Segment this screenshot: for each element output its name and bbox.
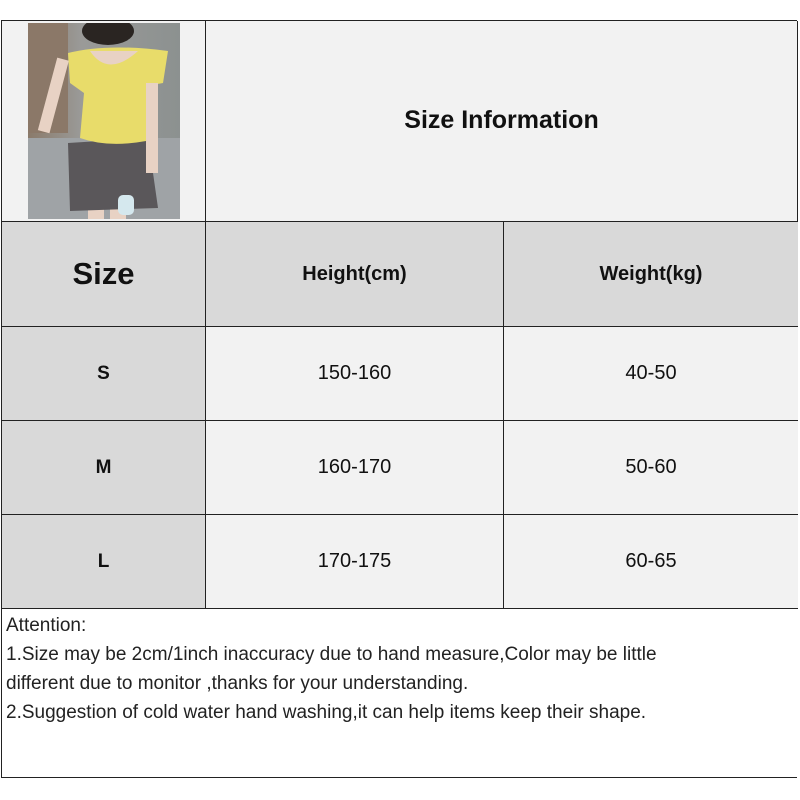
product-photo [28, 23, 180, 219]
size-cell: S [2, 327, 206, 421]
weight-cell: 60-65 [504, 515, 798, 609]
attention-notes: Attention: 1.Size may be 2cm/1inch inacc… [2, 609, 798, 777]
height-cell: 170-175 [206, 515, 504, 609]
column-header-weight: Weight(kg) [504, 222, 798, 327]
column-header-height: Height(cm) [206, 222, 504, 327]
height-cell: 160-170 [206, 421, 504, 515]
size-chart-table: Size Information Size Height(cm) Weight(… [1, 20, 798, 778]
size-cell: L [2, 515, 206, 609]
model-image [28, 23, 180, 219]
weight-cell: 40-50 [504, 327, 798, 421]
product-photo-cell [2, 21, 206, 222]
notes-line: 1.Size may be 2cm/1inch inaccuracy due t… [6, 644, 657, 665]
notes-line: 2.Suggestion of cold water hand washing,… [6, 702, 647, 723]
weight-cell: 50-60 [504, 421, 798, 515]
size-cell: M [2, 421, 206, 515]
height-cell: 150-160 [206, 327, 504, 421]
page-title: Size Information [206, 21, 798, 222]
notes-line: different due to monitor ,thanks for you… [6, 673, 469, 694]
column-header-size: Size [2, 222, 206, 327]
notes-heading: Attention: [6, 615, 87, 636]
